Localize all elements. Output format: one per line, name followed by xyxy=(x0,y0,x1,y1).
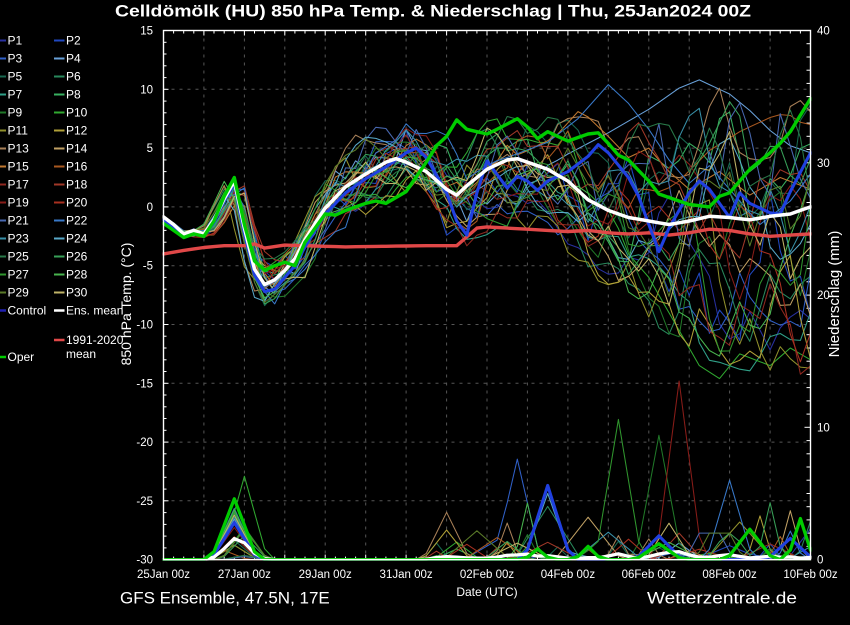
svg-text:-25: -25 xyxy=(136,496,153,508)
svg-text:P4: P4 xyxy=(66,52,81,66)
svg-text:P21: P21 xyxy=(8,214,30,228)
svg-text:mean: mean xyxy=(66,347,96,361)
svg-text:25Jan 00z: 25Jan 00z xyxy=(137,569,190,581)
svg-text:P28: P28 xyxy=(66,268,88,282)
svg-text:P12: P12 xyxy=(66,124,88,138)
svg-text:Ens. mean: Ens. mean xyxy=(66,304,123,318)
svg-text:Wetterzentrale.de: Wetterzentrale.de xyxy=(647,589,797,608)
svg-text:20: 20 xyxy=(817,290,830,302)
svg-text:10: 10 xyxy=(140,84,153,96)
svg-text:P6: P6 xyxy=(66,70,81,84)
svg-text:-10: -10 xyxy=(136,320,153,332)
svg-text:P14: P14 xyxy=(66,142,88,156)
svg-text:P3: P3 xyxy=(8,52,23,66)
svg-text:P9: P9 xyxy=(8,106,23,120)
svg-text:P19: P19 xyxy=(8,196,30,210)
svg-text:27Jan 00z: 27Jan 00z xyxy=(218,569,271,581)
svg-text:P20: P20 xyxy=(66,196,88,210)
svg-text:P23: P23 xyxy=(8,232,30,246)
svg-text:P11: P11 xyxy=(8,124,29,138)
svg-text:P25: P25 xyxy=(8,250,30,264)
svg-text:06Feb 00z: 06Feb 00z xyxy=(622,569,677,581)
svg-text:Control: Control xyxy=(8,304,47,318)
svg-text:P22: P22 xyxy=(66,214,88,228)
svg-text:P16: P16 xyxy=(66,160,88,174)
svg-text:P27: P27 xyxy=(8,268,30,282)
svg-text:Niederschlag (mm): Niederschlag (mm) xyxy=(826,231,843,358)
svg-text:10: 10 xyxy=(817,422,830,434)
svg-text:P26: P26 xyxy=(66,250,88,264)
svg-text:P1: P1 xyxy=(8,34,23,48)
svg-text:-20: -20 xyxy=(136,437,153,449)
svg-text:Oper: Oper xyxy=(8,350,35,364)
svg-text:P10: P10 xyxy=(66,106,88,120)
svg-text:P5: P5 xyxy=(8,70,23,84)
svg-text:1991-2020: 1991-2020 xyxy=(66,333,124,347)
svg-text:P15: P15 xyxy=(8,160,30,174)
svg-text:P24: P24 xyxy=(66,232,88,246)
svg-text:10Feb 00z: 10Feb 00z xyxy=(783,569,838,581)
svg-text:P7: P7 xyxy=(8,88,23,102)
svg-text:Date (UTC): Date (UTC) xyxy=(456,585,517,599)
svg-text:P17: P17 xyxy=(8,178,30,192)
svg-text:-15: -15 xyxy=(136,378,153,390)
svg-text:0: 0 xyxy=(817,555,823,567)
svg-text:GFS Ensemble, 47.5N, 17E: GFS Ensemble, 47.5N, 17E xyxy=(120,589,330,608)
svg-text:08Feb 00z: 08Feb 00z xyxy=(702,569,757,581)
svg-text:29Jan 00z: 29Jan 00z xyxy=(299,569,352,581)
svg-text:Celldömölk (HU) 850 hPa Temp: Celldömölk (HU) 850 hPa Temp. & Niedersc… xyxy=(115,2,751,21)
svg-text:40: 40 xyxy=(817,26,830,38)
svg-text:P13: P13 xyxy=(8,142,30,156)
svg-text:850 hPa Temp. (°C): 850 hPa Temp. (°C) xyxy=(118,243,134,366)
svg-text:30: 30 xyxy=(817,158,830,170)
svg-text:P2: P2 xyxy=(66,34,81,48)
svg-text:31Jan 00z: 31Jan 00z xyxy=(380,569,433,581)
svg-text:P30: P30 xyxy=(66,286,88,300)
svg-text:P29: P29 xyxy=(8,286,30,300)
svg-text:-5: -5 xyxy=(143,261,153,273)
svg-text:5: 5 xyxy=(147,143,153,155)
svg-text:02Feb 00z: 02Feb 00z xyxy=(460,569,515,581)
svg-text:15: 15 xyxy=(140,26,153,38)
svg-text:0: 0 xyxy=(147,202,153,214)
svg-text:P18: P18 xyxy=(66,178,88,192)
svg-text:P8: P8 xyxy=(66,88,81,102)
svg-text:-30: -30 xyxy=(136,555,153,567)
svg-text:04Feb 00z: 04Feb 00z xyxy=(541,569,596,581)
